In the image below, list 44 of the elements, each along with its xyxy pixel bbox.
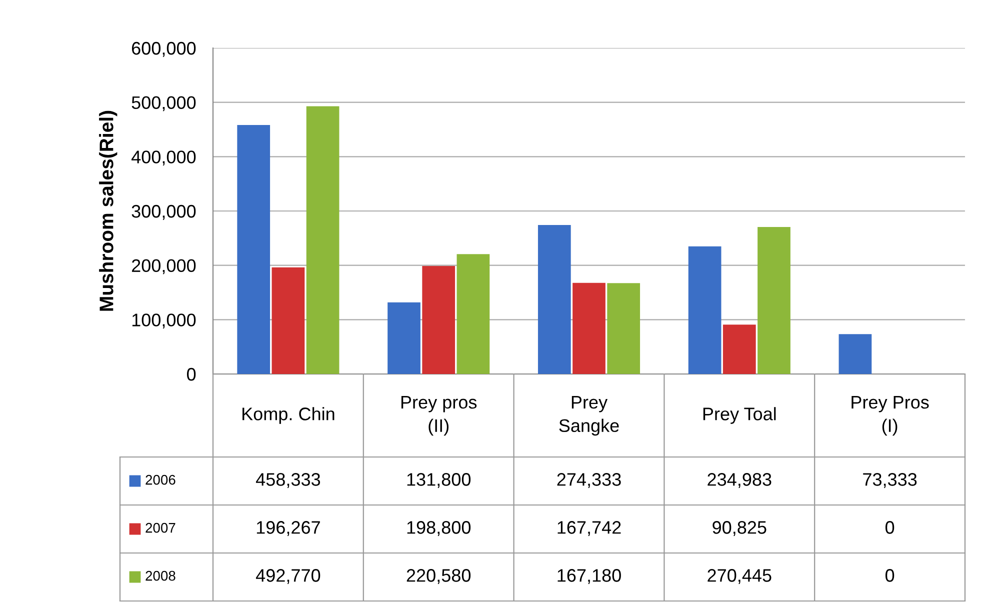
data-label: 131,800 bbox=[407, 473, 471, 488]
bar bbox=[456, 254, 490, 374]
y-axis-title: Mushroom sales(Riel) bbox=[99, 110, 118, 311]
data-label: 90,825 bbox=[712, 521, 766, 536]
x-tick-label: Prey Toal bbox=[703, 407, 776, 424]
legend-label: 2007 bbox=[146, 522, 176, 533]
bar bbox=[422, 266, 456, 374]
data-label: 234,983 bbox=[708, 473, 772, 488]
bar bbox=[722, 324, 756, 374]
y-tick-label: 300,000 bbox=[132, 204, 196, 220]
data-label: 0 bbox=[885, 569, 894, 582]
y-tick-label: 400,000 bbox=[131, 150, 196, 166]
data-label: 196,267 bbox=[256, 521, 320, 536]
bar bbox=[688, 246, 722, 374]
y-tick-label: 200,000 bbox=[132, 259, 196, 274]
bar bbox=[607, 283, 640, 374]
bar bbox=[538, 224, 571, 374]
y-tick-label: 500,000 bbox=[132, 96, 196, 112]
data-label: 73,333 bbox=[863, 473, 917, 488]
bar bbox=[272, 267, 305, 374]
bar bbox=[237, 124, 270, 374]
bar bbox=[388, 302, 420, 374]
data-label: 458,333 bbox=[256, 473, 320, 488]
legend-label: 2008 bbox=[146, 570, 176, 581]
x-tick-label: Komp. Chin bbox=[242, 407, 334, 424]
data-label: 274,333 bbox=[557, 473, 621, 488]
y-tick-label: 600,000 bbox=[132, 42, 196, 57]
bar bbox=[306, 106, 340, 374]
y-tick-label: 0 bbox=[187, 368, 196, 381]
data-label: 198,800 bbox=[407, 521, 471, 536]
data-label: 492,770 bbox=[256, 569, 320, 584]
data-label: 167,742 bbox=[558, 521, 621, 536]
data-label: 220,580 bbox=[406, 569, 471, 584]
bar bbox=[572, 282, 606, 374]
x-tick-label: Prey Pros (I) bbox=[852, 396, 929, 436]
data-label: 270,445 bbox=[708, 569, 772, 584]
legend-label: 2006 bbox=[146, 474, 176, 485]
bar bbox=[838, 334, 872, 374]
x-tick-label: Prey pros (II) bbox=[401, 396, 477, 436]
y-tick-label: 100,000 bbox=[132, 314, 196, 329]
data-label: 167,180 bbox=[558, 569, 621, 584]
data-label: 0 bbox=[885, 521, 894, 534]
bar bbox=[758, 227, 790, 374]
x-tick-label: Prey Sangke bbox=[559, 396, 619, 436]
